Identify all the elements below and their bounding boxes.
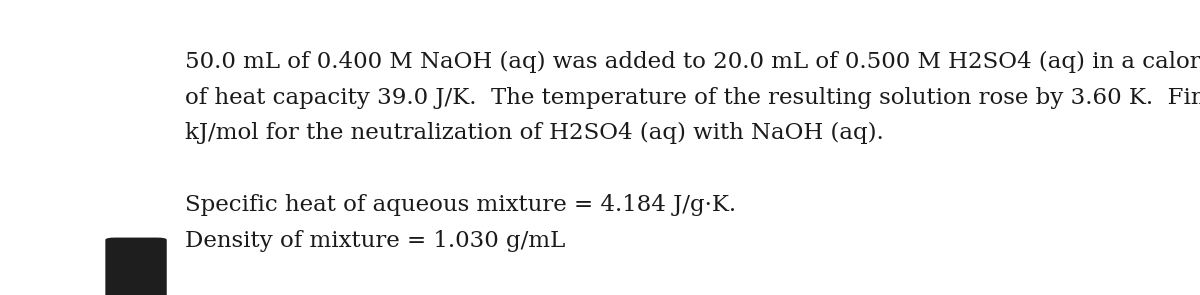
Text: of heat capacity 39.0 J/K.  The temperature of the resulting solution rose by 3.: of heat capacity 39.0 J/K. The temperatu…: [185, 86, 1200, 109]
Text: 50.0 mL of 0.400 M NaOH (aq) was added to 20.0 mL of 0.500 M H2SO4 (aq) in a cal: 50.0 mL of 0.400 M NaOH (aq) was added t…: [185, 51, 1200, 73]
Text: Density of mixture = 1.030 g/mL: Density of mixture = 1.030 g/mL: [185, 230, 565, 252]
FancyBboxPatch shape: [106, 237, 167, 295]
Text: kJ/mol for the neutralization of H2SO4 (aq) with NaOH (aq).: kJ/mol for the neutralization of H2SO4 (…: [185, 122, 884, 144]
Text: Specific heat of aqueous mixture = 4.184 J/g·K.: Specific heat of aqueous mixture = 4.184…: [185, 194, 737, 217]
